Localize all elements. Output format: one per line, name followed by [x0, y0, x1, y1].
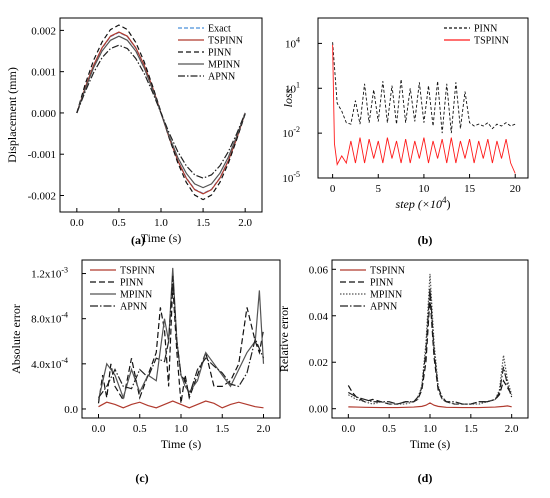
y-tick-exponent: -4: [61, 311, 68, 320]
legend-label-tspinn: TSPINN: [120, 266, 155, 277]
y-tick-label: 8.0x10-4: [31, 311, 68, 326]
legend-label-apnn: APNN: [208, 72, 235, 83]
x-axis-label-close: ): [446, 197, 450, 211]
x-tick-label: 1.5: [196, 217, 210, 229]
x-tick-label: 2.0: [238, 217, 252, 229]
x-axis-label-exponent: 4: [442, 195, 447, 205]
series-line-pinn: [332, 42, 516, 134]
legend-label-exact: Exact: [208, 24, 231, 35]
y-tick-label: 0.002: [31, 25, 56, 37]
panel-caption: (b): [418, 233, 433, 247]
y-tick-label: 1.2x10-3: [31, 266, 68, 281]
y-tick-label: 104: [285, 35, 300, 50]
y-tick-label: 0.02: [309, 357, 328, 369]
x-axis-label: Time (s): [410, 437, 451, 451]
legend-label-pinn: PINN: [120, 278, 143, 289]
legend-label-mpinn: MPINN: [370, 290, 402, 301]
x-tick-label: 0.5: [112, 217, 126, 229]
x-tick-label: 0.0: [92, 423, 106, 435]
legend-label-pinn: PINN: [474, 24, 497, 35]
legend-label-tspinn: TSPINN: [370, 266, 405, 277]
y-tick-label: -0.001: [28, 149, 56, 161]
legend-label-mpinn: MPINN: [208, 60, 240, 71]
plot-frame: [317, 17, 529, 179]
plot-frame: [81, 259, 281, 419]
x-tick-label: 5: [376, 183, 382, 195]
series-line-apnn: [98, 275, 265, 399]
y-tick-exponent: -5: [293, 170, 300, 179]
series-group: [347, 273, 513, 409]
y-axis-label: Absolute error: [9, 304, 23, 374]
x-axis-label: Time (s): [161, 437, 202, 451]
x-tick-label: 1.5: [464, 423, 478, 435]
panel-caption: (c): [135, 471, 148, 485]
legend-label-pinn: PINN: [370, 278, 393, 289]
legend-label-mpinn: MPINN: [120, 290, 152, 301]
series-group: [332, 42, 516, 174]
y-tick-label: 0.04: [309, 311, 329, 323]
x-tick-label: 1.0: [423, 423, 437, 435]
x-axis-label: step (×104): [396, 195, 451, 211]
x-tick-label: 2.0: [505, 423, 519, 435]
x-tick-label: 1.0: [154, 217, 168, 229]
x-tick-label: 2.0: [257, 423, 271, 435]
y-tick-exponent: -2: [293, 125, 300, 134]
x-tick-label: 1.5: [215, 423, 229, 435]
y-tick-exponent: -3: [61, 266, 68, 275]
x-tick-label: 0: [330, 183, 336, 195]
x-tick-label: 15: [464, 183, 476, 195]
series-group: [97, 267, 265, 409]
y-tick-exponent: -4: [61, 356, 68, 365]
y-tick-label: 0.00: [309, 404, 329, 416]
panel-caption: (d): [418, 471, 433, 485]
series-line-pinn: [76, 24, 246, 201]
legend-label-apnn: APNN: [120, 302, 147, 313]
series-line-mpinn: [348, 273, 513, 405]
panel-a: 0.0 0.5 1.0 1.5 2.0 -0.002 -0.001 0.000 0.001 0.0…: [5, 17, 263, 247]
series-line-apnn: [76, 44, 246, 179]
legend-label-tspinn: TSPINN: [474, 36, 509, 47]
y-tick-label: 4.0x10-4: [31, 356, 68, 371]
y-tick-label: -0.002: [28, 190, 56, 202]
x-tick-label: 0.5: [382, 423, 396, 435]
y-tick-label: 10-5: [282, 170, 300, 185]
series-line-apnn: [348, 287, 513, 405]
legend-label-tspinn: TSPINN: [208, 36, 243, 47]
x-tick-label: 0.0: [70, 217, 84, 229]
panel-d: 0.0 0.5 1.0 1.5 2.0 0.00 0.02 0.04 0.06 Time (s) R…: [277, 259, 529, 485]
panel-c: 0.0 0.5 1.0 1.5 2.0 0.0 4.0x10-4 8.0x10-4 1.2x10…: [9, 259, 281, 485]
y-axis-label: Relative error: [277, 306, 291, 372]
series-line-tspinn: [332, 44, 516, 174]
y-tick-exponent: 4: [296, 35, 300, 44]
y-tick-label: 10-2: [282, 125, 300, 140]
panel-caption: (a): [131, 233, 145, 247]
x-tick-label: 10: [418, 183, 430, 195]
series-group: [76, 24, 246, 201]
y-tick-exponent: 1: [296, 80, 300, 89]
x-tick-label: 20: [510, 183, 522, 195]
legend-label-pinn: PINN: [208, 48, 231, 59]
y-tick-label: 0.000: [31, 108, 56, 120]
y-tick-label: 0.0: [64, 404, 78, 416]
series-line-tspinn: [348, 402, 512, 409]
x-axis-label: Time (s): [141, 231, 182, 245]
series-line-tspinn: [98, 400, 264, 409]
x-tick-label: 1.0: [174, 423, 188, 435]
x-tick-label: 0.0: [341, 423, 355, 435]
series-line-pinn: [347, 297, 513, 405]
y-axis-label: Displacement (mm): [5, 67, 19, 163]
y-tick-label: 0.001: [31, 67, 56, 79]
series-line-pinn: [97, 284, 265, 404]
y-axis-label: loss: [281, 88, 295, 107]
legend-label-apnn: APNN: [370, 302, 397, 313]
x-tick-label: 0.5: [133, 423, 147, 435]
y-tick-label: 0.06: [309, 264, 329, 276]
